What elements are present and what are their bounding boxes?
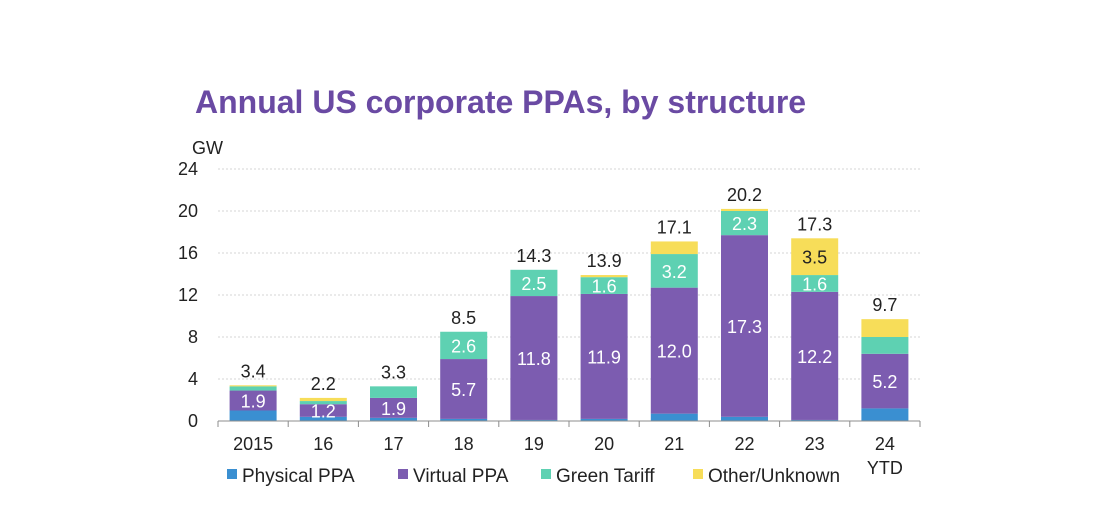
bar-segment-physical-ppa [650, 413, 698, 421]
y-tick-label: 16 [178, 243, 198, 263]
bar-segment-virtual-ppa [299, 404, 347, 417]
segment-value-label: 12.2 [797, 347, 832, 367]
segment-value-label: 1.2 [311, 402, 336, 422]
bar-segment-physical-ppa [861, 408, 909, 421]
total-value-label: 17.3 [797, 214, 832, 234]
chart-title: Annual US corporate PPAs, by structure [195, 84, 806, 120]
bar-segment-other-unknown [229, 385, 277, 387]
total-value-label: 14.3 [516, 246, 551, 266]
x-tick-label: 16 [313, 434, 333, 454]
x-tick-label: 22 [734, 434, 754, 454]
bar-segment-virtual-ppa [370, 397, 417, 418]
segment-value-label: 2.6 [451, 336, 476, 356]
x-tick-label: 23 [805, 434, 825, 454]
y-tick-label: 0 [188, 411, 198, 431]
y-tick-label: 20 [178, 201, 198, 221]
segment-value-label: 11.8 [517, 349, 551, 369]
segment-labels: 1.9 1.2 1.9 5.7 2.6 11.8 2.5 11.9 1.6 12.0 3.2 17.3… [241, 214, 898, 421]
segment-value-label: 2.3 [732, 214, 757, 234]
y-tick-label: 12 [178, 285, 198, 305]
segment-value-label: 1.6 [592, 277, 617, 297]
legend-label: Physical PPA [242, 466, 355, 487]
bar-segment-virtual-ppa [721, 235, 768, 417]
segment-value-label: 1.6 [802, 274, 827, 294]
x-tick-label: YTD [867, 458, 903, 478]
legend-label: Virtual PPA [413, 466, 509, 487]
legend-swatch [693, 469, 703, 479]
segment-value-label: 5.7 [451, 380, 476, 400]
bar-segment-physical-ppa [510, 419, 558, 421]
bar-segment-green-tariff [229, 386, 277, 391]
bar-segment-physical-ppa [370, 417, 417, 421]
total-labels: 3.4 2.2 3.3 8.5 14.3 13.9 17.1 20.2 17.3 9.7 [241, 185, 898, 394]
segment-value-label: 11.9 [587, 347, 621, 367]
y-axis-unit-label: GW [192, 138, 223, 158]
segment-value-label: 2.5 [521, 274, 546, 294]
bar-segment-green-tariff [650, 254, 698, 288]
legend-swatch [541, 469, 551, 479]
bar-segment-virtual-ppa [510, 296, 558, 420]
bar-segment-physical-ppa [299, 416, 347, 421]
x-tick-label: 18 [454, 434, 474, 454]
total-value-label: 13.9 [587, 251, 622, 271]
legend-label: Green Tariff [556, 466, 655, 487]
legend: Physical PPA Virtual PPA Green Tariff Other… [227, 466, 840, 487]
bar-segment-other-unknown [580, 275, 628, 278]
x-tick-label: 19 [524, 434, 544, 454]
bar-segment-green-tariff [580, 277, 628, 294]
bar-segment-virtual-ppa [791, 291, 839, 420]
legend-label: Other/Unknown [708, 466, 840, 487]
total-value-label: 3.3 [381, 362, 406, 382]
bar-segment-other-unknown [299, 397, 347, 402]
bar-segment-virtual-ppa [861, 353, 909, 409]
bar-segment-virtual-ppa [229, 390, 277, 411]
bar-segment-other-unknown [650, 241, 698, 255]
total-value-label: 3.4 [241, 361, 266, 381]
segment-value-label: 3.2 [662, 262, 687, 282]
x-tick-label: 24 [875, 434, 895, 454]
y-tick-label: 8 [188, 327, 198, 347]
legend-swatch [227, 469, 237, 479]
bars [229, 208, 909, 421]
y-axis: 0 4 8 12 16 20 24 [178, 159, 198, 431]
x-tick-label: 2015 [233, 434, 273, 454]
bar-segment-physical-ppa [791, 419, 839, 421]
bar-segment-green-tariff [861, 337, 909, 354]
bar-segment-virtual-ppa [440, 359, 488, 419]
x-tick-label: 17 [383, 434, 403, 454]
bar-segment-green-tariff [721, 211, 768, 236]
segment-value-label: 12.0 [657, 342, 692, 362]
total-value-label: 20.2 [727, 185, 762, 205]
bar-segment-physical-ppa [721, 416, 768, 421]
segment-value-label: 5.2 [872, 372, 897, 392]
bar-segment-virtual-ppa [650, 287, 698, 414]
bar-segment-green-tariff [440, 331, 488, 360]
x-tick-label: 20 [594, 434, 614, 454]
bar-segment-physical-ppa [580, 418, 628, 421]
bar-segment-green-tariff [299, 401, 347, 405]
total-value-label: 2.2 [311, 374, 336, 394]
x-axis: 2015 16 17 18 19 20 21 22 23 24 YTD [217, 421, 921, 478]
bar-segment-other-unknown [721, 208, 768, 211]
bar-segment-physical-ppa [440, 418, 488, 421]
bar-segment-green-tariff [510, 269, 558, 297]
segment-value-label: 17.3 [727, 317, 762, 337]
segment-value-label: 3.5 [802, 248, 827, 268]
segment-value-label: 1.9 [241, 392, 266, 412]
total-value-label: 17.1 [657, 217, 692, 237]
bar-segment-green-tariff [370, 386, 417, 398]
x-tick-label: 21 [664, 434, 684, 454]
y-tick-label: 4 [188, 369, 198, 389]
segment-value-label: 1.9 [381, 399, 406, 419]
total-value-label: 8.5 [451, 308, 476, 328]
legend-swatch [398, 469, 408, 479]
bar-segment-green-tariff [791, 275, 839, 292]
y-tick-label: 24 [178, 159, 198, 179]
bar-segment-other-unknown [791, 238, 839, 276]
bar-segment-virtual-ppa [580, 293, 628, 419]
total-value-label: 9.7 [872, 295, 897, 315]
bar-segment-physical-ppa [229, 410, 277, 421]
bar-segment-other-unknown [861, 319, 909, 337]
